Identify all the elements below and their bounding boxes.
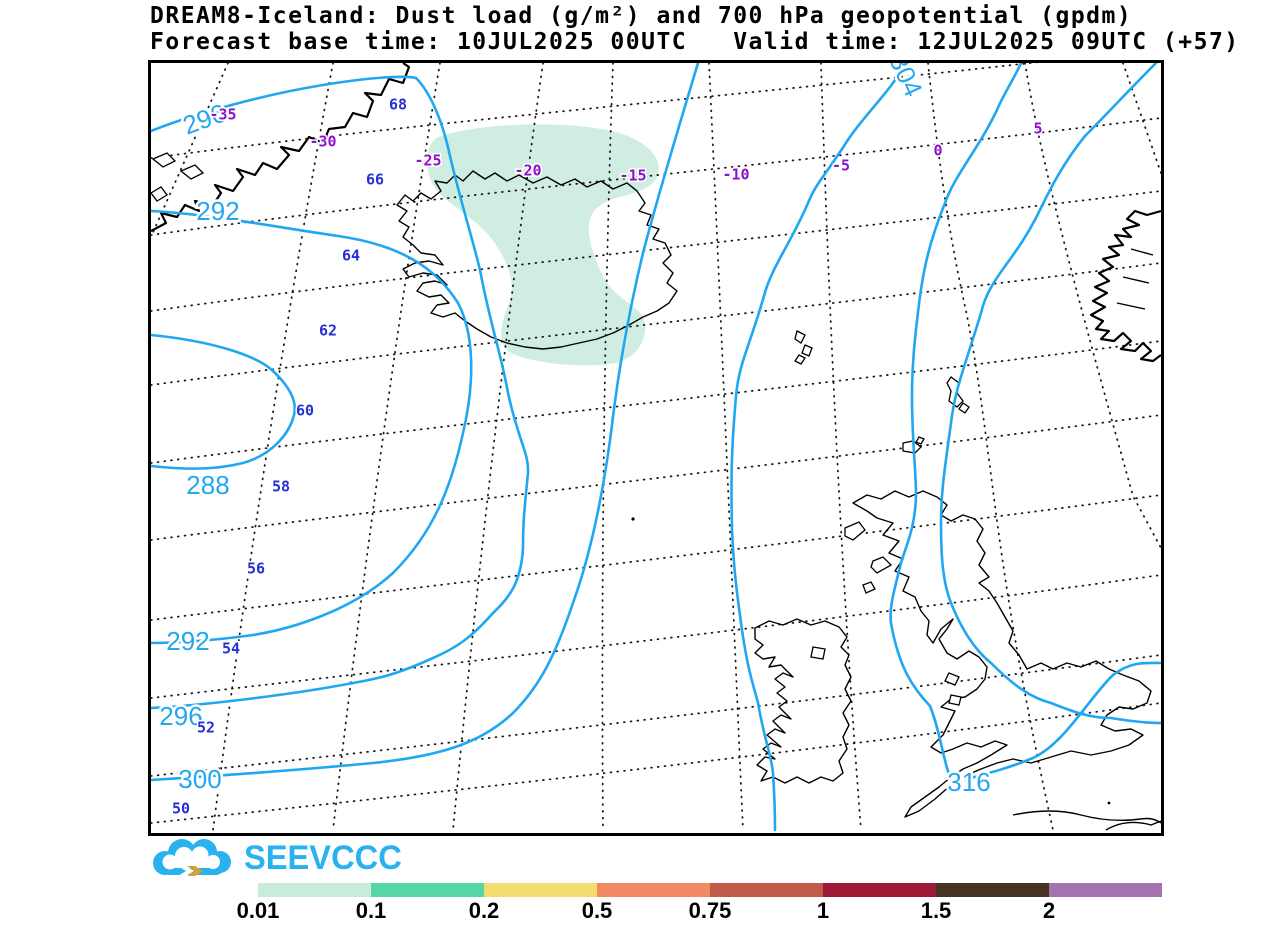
latitude-label: 62 [319, 322, 337, 340]
chart-title: DREAM8-Iceland: Dust load (g/m²) and 700… [150, 3, 1133, 29]
contour-316 [889, 63, 1161, 785]
latitude-label: 56 [247, 560, 265, 578]
seevccc-cloud-icon [153, 839, 231, 876]
contour-300 [151, 63, 700, 782]
contour-304 [730, 63, 908, 832]
colorbar-segment [258, 883, 371, 897]
longitude-label: -10 [722, 166, 749, 184]
colorbar-segment [484, 883, 597, 897]
dust-load-colorbar [258, 883, 1162, 897]
geopotential-contour-label: 288 [186, 470, 229, 500]
colorbar-tick-label: 0.01 [236, 898, 280, 923]
colorbar-segment [936, 883, 1049, 897]
seevccc-logo: SEEVCCC [148, 836, 408, 880]
latitude-label: 54 [222, 640, 240, 658]
latitude-label: 66 [366, 171, 384, 189]
coastlines [151, 63, 1161, 831]
longitude-label: -20 [514, 162, 541, 180]
latitude-label: 52 [197, 719, 215, 737]
longitude-label: 0 [933, 142, 942, 160]
isle-of-man [944, 672, 960, 686]
norway-coast [1089, 209, 1161, 363]
st-kilda-islet [631, 517, 635, 521]
colorbar-segment [1049, 883, 1162, 897]
latitude-label: 64 [342, 247, 360, 265]
channel-islet [1107, 801, 1111, 805]
longitude-label: -5 [832, 157, 850, 175]
geopotential-contour-label: 316 [947, 767, 990, 797]
colorbar-tick-label: 2 [1042, 898, 1056, 923]
faroe-islands [794, 330, 813, 365]
longitude-label: 5 [1033, 120, 1042, 138]
latitude-label: 60 [296, 402, 314, 420]
colorbar-segment [823, 883, 936, 897]
latitude-label: 68 [389, 96, 407, 114]
colorbar-tick-label: 0.1 [355, 898, 387, 923]
hebrides-islands [844, 521, 893, 594]
lough-neagh [810, 646, 826, 660]
geopotential-contour-label: 300 [178, 764, 221, 794]
colorbar-tick-label: 0.75 [688, 898, 732, 923]
colorbar-tick-label: 0.5 [581, 898, 613, 923]
contour-320 [939, 63, 1161, 725]
iceland-coast [396, 170, 678, 350]
geopotential-contour-label: 304 [883, 63, 929, 101]
dust-load-colorbar-ticks: 0.01 0.1 0.2 0.5 0.75 1 1.5 2 [237, 898, 1208, 923]
greenland-islets [151, 152, 205, 202]
geopotential-contours [151, 63, 1161, 832]
colorbar-tick-label: 1.5 [920, 898, 952, 923]
colorbar-segment [710, 883, 823, 897]
ireland-coast [754, 618, 852, 784]
dust-load-patch [427, 124, 659, 366]
geopotential-contour-label: 292 [196, 196, 239, 226]
contour-296 [151, 75, 530, 710]
france-coast [1105, 820, 1161, 831]
map-labels: 2962922882922963003043166866646260585654… [157, 63, 1044, 819]
norway-fjords [1116, 248, 1154, 310]
geopotential-contour-label: 296 [159, 701, 202, 731]
graticule [151, 63, 1161, 831]
geopotential-contour-label: 292 [166, 626, 209, 656]
seevccc-wordmark: SEEVCCC [244, 838, 402, 877]
colorbar-segment [597, 883, 710, 897]
longitude-label: -35 [209, 106, 236, 124]
map-frame: 296 292 288 292 296 300 304 316 68 66 64 62 60 58 56 54… [148, 60, 1164, 836]
contour-288 [151, 333, 296, 470]
colorbar-tick-label: 0.2 [468, 898, 500, 923]
longitude-label: -15 [619, 167, 646, 185]
longitude-label: -25 [414, 152, 441, 170]
latitude-label: 50 [172, 800, 190, 818]
colorbar-tick-label: 1 [816, 898, 830, 923]
longitude-label: -30 [309, 133, 336, 151]
chart-subtitle-times: Forecast base time: 10JUL2025 00UTC Vali… [150, 29, 1240, 55]
colorbar-segment [371, 883, 484, 897]
anglesey [948, 694, 962, 706]
contour-292 [151, 209, 473, 645]
weather-map: 2962922882922963003043166866646260585654… [151, 63, 1161, 832]
channel-coast [1012, 810, 1161, 824]
great-britain-coast [852, 490, 1152, 818]
greenland-coast [151, 63, 411, 232]
latitude-label: 58 [272, 478, 290, 496]
